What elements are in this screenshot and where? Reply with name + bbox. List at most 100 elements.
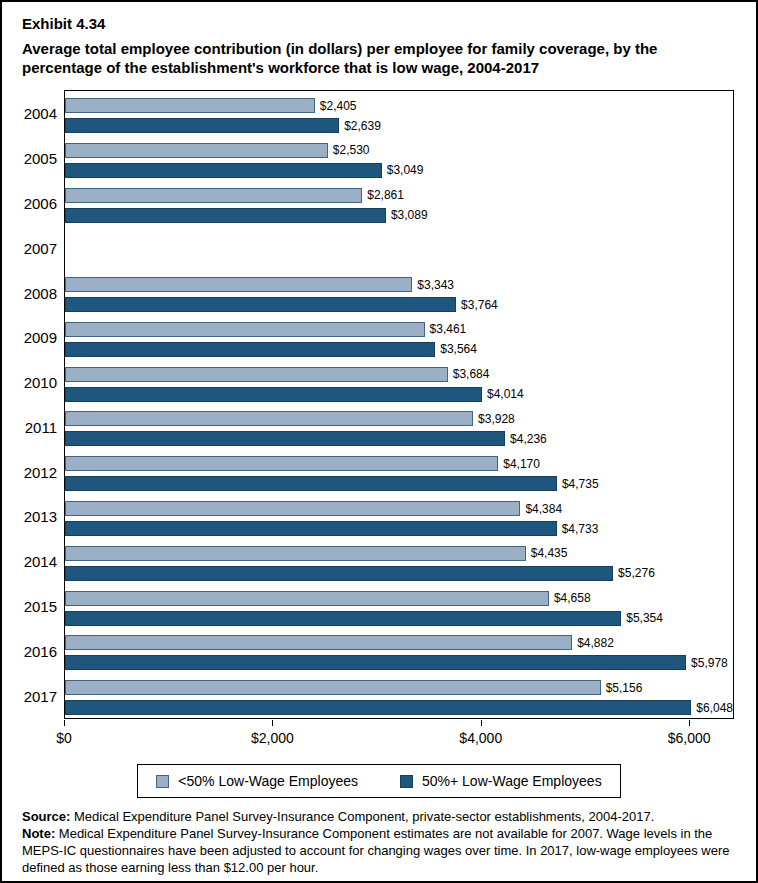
bar-light (65, 501, 520, 516)
x-axis: $0$2,000$4,000$6,000 (64, 720, 734, 762)
bar-light (65, 546, 526, 561)
bar-row: $6,048 (65, 700, 733, 715)
bar-dark (65, 611, 621, 626)
bar-light (65, 635, 572, 650)
year-label: 2010 (9, 374, 57, 391)
bar-light (65, 277, 412, 292)
year-label: 2011 (9, 418, 57, 435)
bar-row: $2,405 (65, 98, 733, 113)
x-axis-tick (689, 720, 690, 726)
x-axis-tick-label: $6,000 (668, 730, 711, 746)
bar-dark (65, 700, 691, 715)
year-label: 2007 (9, 239, 57, 256)
legend-wrap: <50% Low-Wage Employees 50%+ Low-Wage Em… (2, 764, 756, 798)
bar-light (65, 367, 448, 382)
bar-light (65, 411, 473, 426)
bar-dark (65, 387, 482, 402)
year-group-2015: 2015$4,658$5,354 (65, 584, 733, 629)
bar-value-label: $4,236 (510, 432, 547, 446)
bar-row: $3,089 (65, 208, 733, 223)
note-label: Note: (22, 826, 55, 841)
bar-row: $5,978 (65, 655, 733, 670)
legend-label-50plus: 50%+ Low-Wage Employees (422, 773, 602, 789)
bar-value-label: $5,354 (626, 611, 663, 625)
year-group-2011: 2011$3,928$4,236 (65, 404, 733, 449)
bar-value-label: $3,461 (430, 322, 467, 336)
year-group-2009: 2009$3,461$3,564 (65, 315, 733, 360)
bar-value-label: $4,014 (487, 387, 524, 401)
year-group-2004: 2004$2,405$2,639 (65, 91, 733, 136)
bar-row: $2,530 (65, 143, 733, 158)
year-label: 2009 (9, 329, 57, 346)
year-label: 2012 (9, 463, 57, 480)
bar-value-label: $3,684 (453, 367, 490, 381)
x-axis-tick-label: $0 (56, 730, 72, 746)
legend-item-lt50: <50% Low-Wage Employees (156, 773, 358, 789)
year-group-2008: 2008$3,343$3,764 (65, 270, 733, 315)
bar-value-label: $4,658 (554, 591, 591, 605)
bar-dark (65, 431, 505, 446)
bar-light (65, 680, 601, 695)
bar-dark (65, 476, 557, 491)
source-label: Source: (22, 809, 70, 824)
year-group-2010: 2010$3,684$4,014 (65, 360, 733, 405)
bar-light (65, 322, 425, 337)
bar-dark (65, 297, 456, 312)
bar-value-label: $2,405 (320, 99, 357, 113)
legend-item-50plus: 50%+ Low-Wage Employees (400, 773, 602, 789)
bar-light (65, 188, 362, 203)
bar-value-label: $4,735 (562, 477, 599, 491)
x-axis-tick (64, 720, 65, 726)
bar-light (65, 143, 328, 158)
bar-light (65, 98, 315, 113)
year-group-2007: 2007 (65, 225, 733, 270)
bar-dark (65, 118, 339, 133)
year-group-2016: 2016$4,882$5,978 (65, 628, 733, 673)
year-label: 2016 (9, 642, 57, 659)
bar-value-label: $5,156 (606, 681, 643, 695)
bar-row: $5,354 (65, 611, 733, 626)
bar-value-label: $2,639 (344, 119, 381, 133)
bar-light (65, 456, 498, 471)
year-label: 2013 (9, 508, 57, 525)
bar-value-label: $4,170 (503, 457, 540, 471)
year-group-2006: 2006$2,861$3,089 (65, 181, 733, 226)
year-group-2013: 2013$4,384$4,733 (65, 494, 733, 539)
bar-row: $3,564 (65, 342, 733, 357)
exhibit-page: { "header": { "exhibit": "Exhibit 4.34",… (0, 0, 758, 883)
year-label: 2015 (9, 597, 57, 614)
bar-value-label: $4,882 (577, 636, 614, 650)
bar-value-label: $2,530 (333, 143, 370, 157)
bar-value-label: $3,343 (417, 278, 454, 292)
year-label: 2014 (9, 553, 57, 570)
bar-value-label: $4,384 (525, 502, 562, 516)
bar-value-label: $5,276 (618, 566, 655, 580)
bar-row: $4,658 (65, 591, 733, 606)
x-axis-tick-label: $4,000 (459, 730, 502, 746)
exhibit-number: Exhibit 4.34 (22, 15, 728, 32)
source-note: Source: Medical Expenditure Panel Survey… (22, 808, 748, 825)
year-label: 2004 (9, 105, 57, 122)
year-label: 2017 (9, 687, 57, 704)
bar-dark (65, 208, 386, 223)
bar-row: $4,236 (65, 431, 733, 446)
bar-light (65, 591, 549, 606)
bar-row: $3,928 (65, 411, 733, 426)
bar-value-label: $6,048 (696, 701, 733, 715)
x-axis-tick (481, 720, 482, 726)
bar-dark (65, 163, 382, 178)
bar-row: $4,384 (65, 501, 733, 516)
chart-title: Average total employee contribution (in … (22, 39, 719, 77)
plot-area: 2004$2,405$2,6392005$2,530$3,0492006$2,8… (64, 90, 734, 719)
bar-row: $4,435 (65, 546, 733, 561)
year-group-2014: 2014$4,435$5,276 (65, 539, 733, 584)
year-label: 2008 (9, 284, 57, 301)
bar-row: $3,764 (65, 297, 733, 312)
bar-row: $4,170 (65, 456, 733, 471)
bar-row: $4,733 (65, 521, 733, 536)
year-group-2012: 2012$4,170$4,735 (65, 449, 733, 494)
bar-value-label: $3,928 (478, 412, 515, 426)
legend-swatch-dark (400, 775, 413, 788)
bar-dark (65, 342, 435, 357)
bar-value-label: $3,049 (387, 163, 424, 177)
